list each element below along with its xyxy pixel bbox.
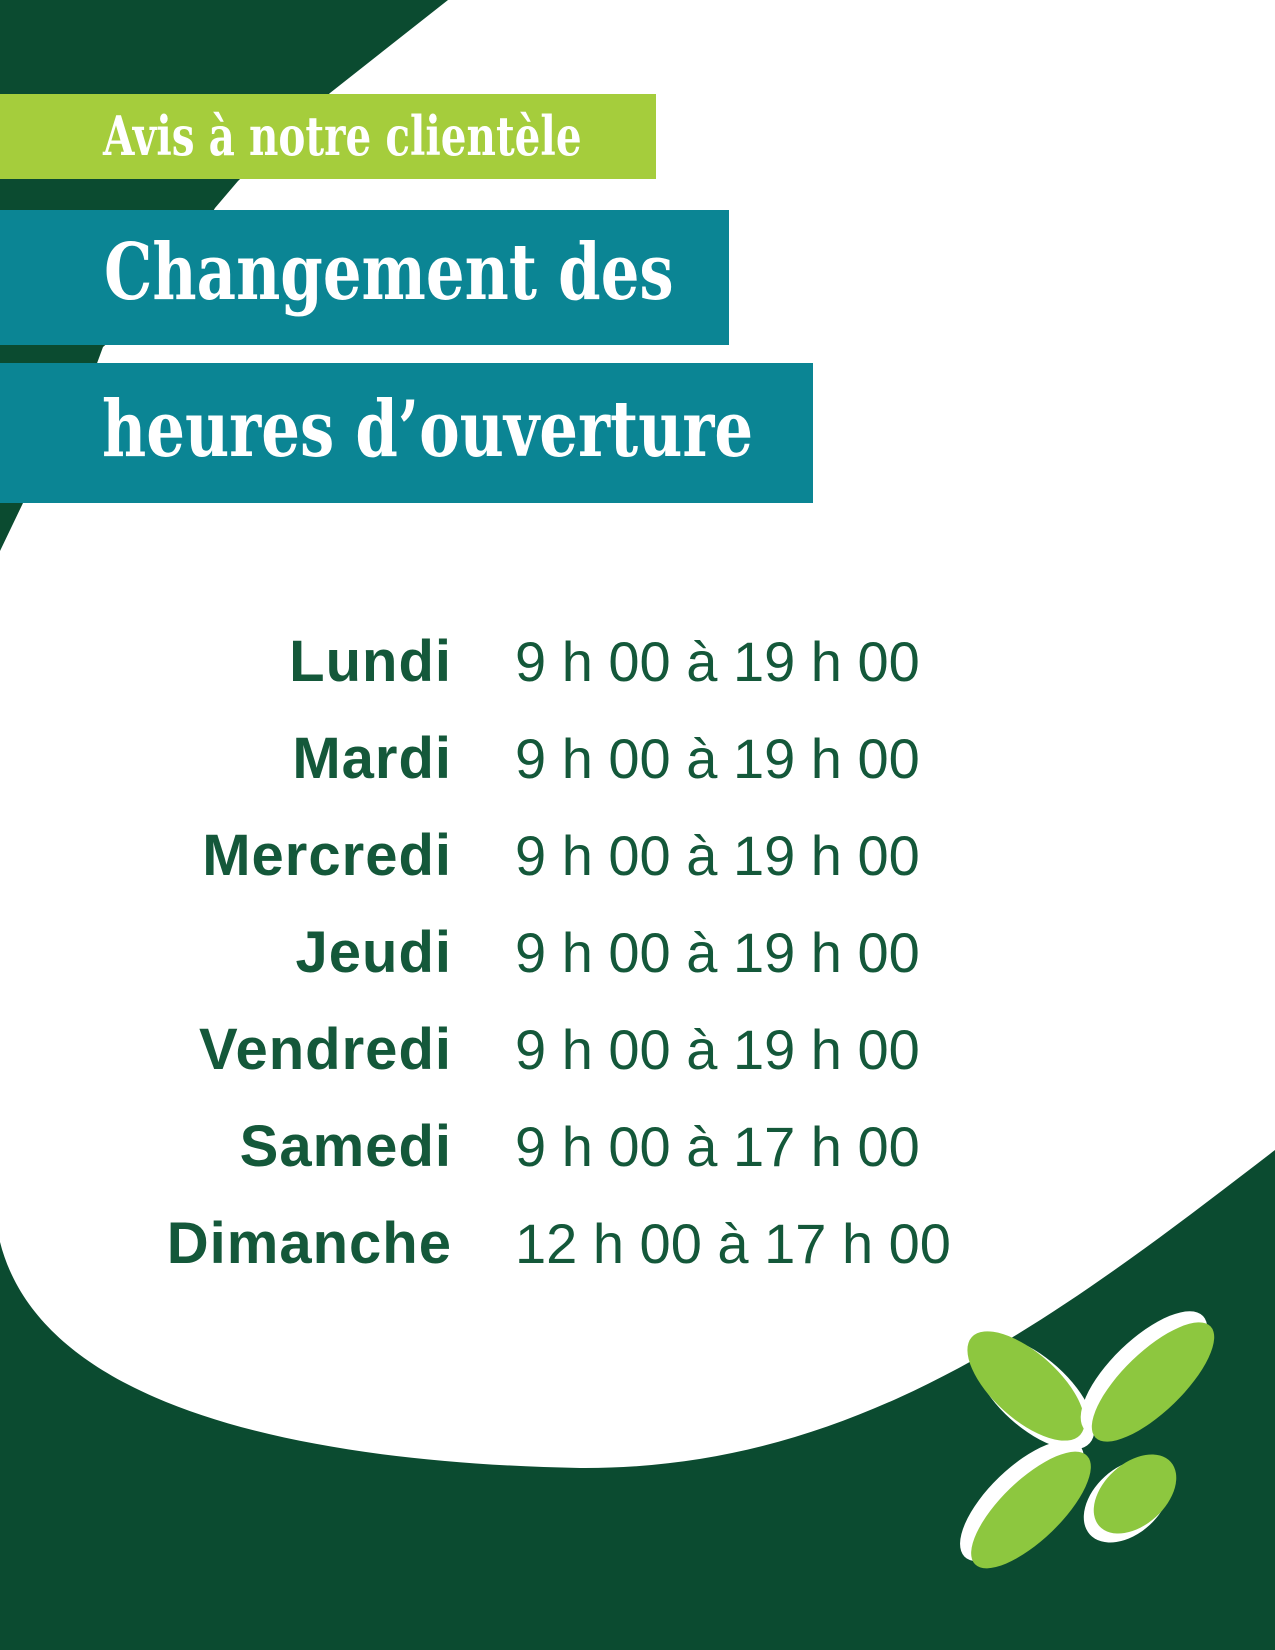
schedule-day: Dimanche xyxy=(166,1211,452,1276)
schedule-hours: 9 h 00 à 19 h 00 xyxy=(515,630,920,693)
schedule-day: Samedi xyxy=(239,1114,452,1179)
schedule-day: Vendredi xyxy=(199,1017,452,1082)
schedule-day: Mardi xyxy=(292,726,452,791)
petal xyxy=(971,1451,1091,1569)
schedule-hours: 12 h 00 à 17 h 00 xyxy=(515,1212,951,1275)
schedule-row-mardi: Mardi 9 h 00 à 19 h 00 xyxy=(0,709,1275,809)
schedule-day: Lundi xyxy=(289,629,452,694)
petal xyxy=(1091,1322,1215,1442)
schedule-hours: 9 h 00 à 19 h 00 xyxy=(515,921,920,984)
petal-top-right xyxy=(1080,1311,1215,1442)
schedule-row-dimanche: Dimanche 12 h 00 à 17 h 00 xyxy=(0,1194,1275,1294)
schedule-row-jeudi: Jeudi 9 h 00 à 19 h 00 xyxy=(0,903,1275,1003)
petal-top-left xyxy=(967,1331,1095,1450)
flower-logo xyxy=(960,1311,1215,1569)
schedule-row-lundi: Lundi 9 h 00 à 19 h 00 xyxy=(0,612,1275,712)
title-banner-line2: heures d’ouverture xyxy=(0,363,813,503)
schedule-day: Jeudi xyxy=(295,920,452,985)
title-banner-line1: Changement des xyxy=(0,210,729,345)
title-line2-label: heures d’ouverture xyxy=(102,384,754,475)
schedule-row-samedi: Samedi 9 h 00 à 17 h 00 xyxy=(0,1097,1275,1197)
title-line1-label: Changement des xyxy=(104,227,674,318)
bottom-wave-shape xyxy=(0,1150,1275,1650)
schedule-row-vendredi: Vendredi 9 h 00 à 19 h 00 xyxy=(0,1000,1275,1100)
petal-bottom-left xyxy=(960,1440,1091,1569)
schedule-row-mercredi: Mercredi 9 h 00 à 19 h 00 xyxy=(0,806,1275,906)
schedule-hours: 9 h 00 à 19 h 00 xyxy=(515,727,920,790)
schedule-day: Mercredi xyxy=(202,823,452,888)
petal xyxy=(967,1331,1085,1441)
petal xyxy=(1093,1454,1177,1534)
schedule-hours: 9 h 00 à 17 h 00 xyxy=(515,1115,920,1178)
schedule-hours: 9 h 00 à 19 h 00 xyxy=(515,1018,920,1081)
notice-banner-label: Avis à notre clientèle xyxy=(103,104,582,168)
petal-bottom-right xyxy=(1083,1454,1177,1543)
schedule-hours: 9 h 00 à 19 h 00 xyxy=(515,824,920,887)
notice-banner: Avis à notre clientèle xyxy=(0,94,656,179)
